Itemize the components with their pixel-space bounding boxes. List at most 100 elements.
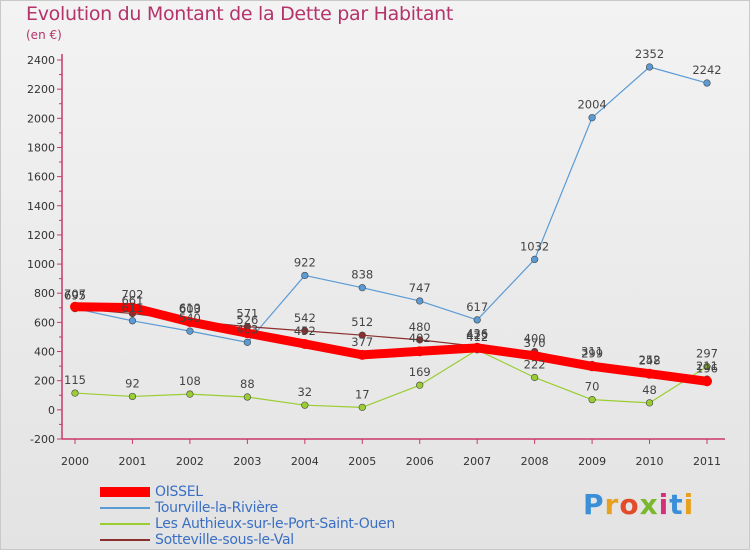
data-label-oissel: 702 <box>121 288 143 302</box>
data-point-oissel <box>644 368 655 379</box>
data-label-tourville-la-riviere: 463 <box>236 322 258 336</box>
data-label-oissel: 526 <box>236 313 258 327</box>
data-label-tourville-la-riviere: 838 <box>351 268 373 282</box>
legend-label: Tourville-la-Rivière <box>155 500 278 516</box>
data-point-les-authieux-sur-le-port-saint-ouen <box>243 393 251 401</box>
data-point-les-authieux-sur-le-port-saint-ouen <box>703 362 711 371</box>
data-point-les-authieux-sur-le-port-saint-ouen <box>358 403 366 411</box>
data-point-les-authieux-sur-le-port-saint-ouen <box>645 399 654 407</box>
x-tick-label: 2001 <box>118 455 146 468</box>
legend-label: OISSEL <box>155 484 203 500</box>
data-label-tourville-la-riviere: 611 <box>121 301 143 315</box>
data-point-oissel <box>357 349 368 360</box>
logo-letter: x <box>639 488 659 521</box>
data-label-tourville-la-riviere: 695 <box>64 289 86 303</box>
data-point-les-authieux-sur-le-port-saint-ouen <box>186 390 194 398</box>
data-label-tourville-la-riviere: 2242 <box>692 63 721 77</box>
logo-letter: P <box>583 488 605 521</box>
logo-letter: i <box>683 488 695 521</box>
data-label-les-authieux-sur-le-port-saint-ouen: 222 <box>524 357 546 371</box>
y-tick-label: 200 <box>34 375 55 388</box>
data-point-oissel <box>127 302 138 313</box>
x-tick-label: 2003 <box>233 455 261 468</box>
data-label-les-authieux-sur-le-port-saint-ouen: 115 <box>64 373 86 387</box>
x-tick-label: 2004 <box>291 455 319 468</box>
data-label-sotteville-sous-le-val: 436 <box>466 326 488 340</box>
y-tick-label: 1400 <box>27 200 55 213</box>
legend-item: OISSEL <box>100 484 203 500</box>
data-label-tourville-la-riviere: 747 <box>409 281 431 295</box>
x-tick-label: 2010 <box>636 455 664 468</box>
data-point-tourville-la-riviere <box>243 338 251 346</box>
data-label-sotteville-sous-le-val: 542 <box>294 311 316 325</box>
data-point-sotteville-sous-le-val <box>301 327 309 335</box>
x-tick-label: 2005 <box>348 455 376 468</box>
data-label-tourville-la-riviere: 1032 <box>520 239 549 253</box>
data-label-tourville-la-riviere: 2004 <box>577 98 606 112</box>
data-point-sotteville-sous-le-val <box>416 336 424 344</box>
y-tick-label: 2000 <box>27 112 55 125</box>
series-line-oissel <box>70 302 712 386</box>
y-tick-label: 1200 <box>27 229 55 242</box>
y-tick-label: 400 <box>34 346 55 359</box>
data-label-oissel: 402 <box>409 331 431 345</box>
y-tick-label: 1000 <box>27 258 55 271</box>
x-tick-label: 2000 <box>61 455 89 468</box>
data-label-les-authieux-sur-le-port-saint-ouen: 32 <box>297 385 312 399</box>
data-point-oissel <box>414 346 425 357</box>
data-label-sotteville-sous-le-val: 610 <box>179 301 201 315</box>
data-point-les-authieux-sur-le-port-saint-ouen <box>531 373 539 382</box>
y-tick-label: 1600 <box>27 171 55 184</box>
data-label-tourville-la-riviere: 617 <box>466 300 488 314</box>
data-label-oissel: 299 <box>581 346 603 360</box>
data-label-sotteville-sous-le-val: 661 <box>121 293 143 307</box>
data-label-oissel: 248 <box>639 354 661 368</box>
data-label-les-authieux-sur-le-port-saint-ouen: 108 <box>179 374 201 388</box>
data-point-oissel <box>587 361 598 372</box>
data-label-sotteville-sous-le-val: 512 <box>351 315 373 329</box>
logo-letter: r <box>604 488 620 521</box>
data-point-les-authieux-sur-le-port-saint-ouen <box>588 396 596 404</box>
data-point-tourville-la-riviere <box>358 284 366 292</box>
data-point-tourville-la-riviere <box>416 297 424 305</box>
logo-letter: t <box>669 488 684 521</box>
data-label-oissel: 196 <box>696 361 718 375</box>
data-point-oissel <box>702 376 712 387</box>
series-line-tourville-la-riviere <box>74 66 708 343</box>
data-point-les-authieux-sur-le-port-saint-ouen <box>301 401 309 409</box>
x-tick-label: 2011 <box>693 455 721 468</box>
data-point-sotteville-sous-le-val <box>358 331 366 339</box>
data-label-tourville-la-riviere: 922 <box>294 255 316 269</box>
data-point-tourville-la-riviere <box>186 327 194 335</box>
x-tick-label: 2008 <box>521 455 549 468</box>
data-label-oissel: 707 <box>64 287 86 301</box>
data-label-oissel: 603 <box>179 302 201 316</box>
y-tick-label: 0 <box>48 404 55 417</box>
y-tick-label: 800 <box>34 287 55 300</box>
data-label-sotteville-sous-le-val: 311 <box>581 345 603 359</box>
data-label-sotteville-sous-le-val: 252 <box>639 353 661 367</box>
proxiti-logo: Proxiti <box>583 488 694 521</box>
data-label-sotteville-sous-le-val: 571 <box>236 307 258 321</box>
data-label-les-authieux-sur-le-port-saint-ouen: 48 <box>642 383 657 397</box>
chart-title: Evolution du Montant de la Dette par Hab… <box>26 3 454 25</box>
data-point-tourville-la-riviere <box>473 316 481 324</box>
data-label-tourville-la-riviere: 2352 <box>635 47 664 61</box>
data-label-les-authieux-sur-le-port-saint-ouen: 70 <box>585 380 600 394</box>
x-tick-label: 2009 <box>578 455 606 468</box>
legend-item: Les Authieux-sur-le-Port-Saint-Ouen <box>100 516 395 532</box>
logo-letter: o <box>619 488 640 521</box>
data-point-les-authieux-sur-le-port-saint-ouen <box>71 389 79 397</box>
data-label-les-authieux-sur-le-port-saint-ouen: 92 <box>125 376 140 390</box>
data-label-les-authieux-sur-le-port-saint-ouen: 169 <box>409 365 431 379</box>
data-point-oissel <box>472 342 483 353</box>
data-label-tourville-la-riviere: 540 <box>179 311 201 325</box>
legend-swatch <box>100 487 150 497</box>
data-point-tourville-la-riviere <box>531 255 539 264</box>
x-tick-label: 2002 <box>176 455 204 468</box>
y-tick-label: 2200 <box>27 83 55 96</box>
legend-label: Sotteville-sous-le-Val <box>155 532 294 548</box>
legend-label: Les Authieux-sur-le-Port-Saint-Ouen <box>155 516 395 532</box>
